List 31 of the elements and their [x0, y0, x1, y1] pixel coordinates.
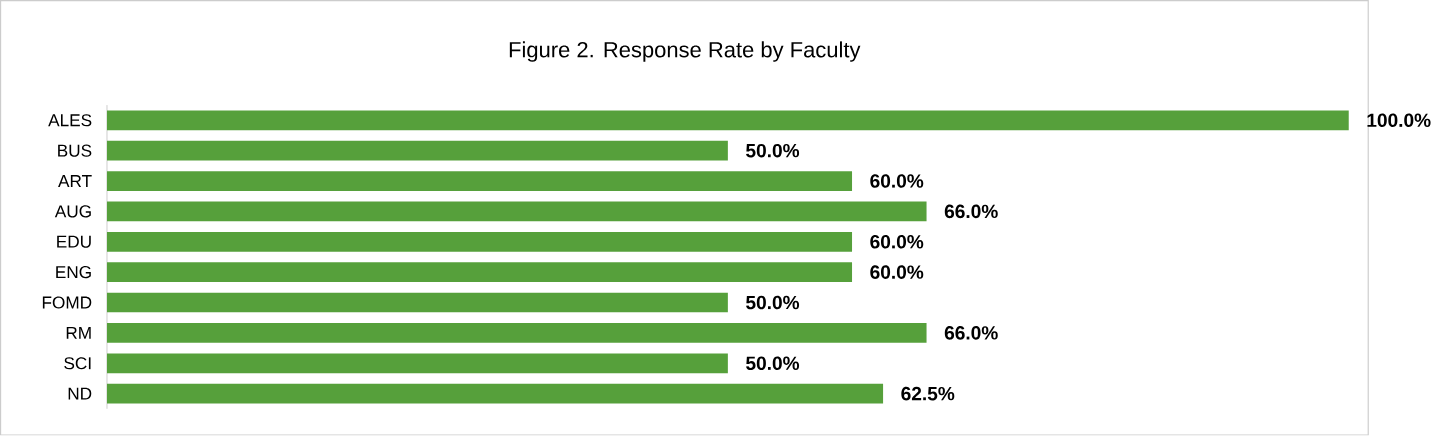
data-label: 66.0% — [944, 326, 998, 340]
bar — [106, 171, 853, 192]
bar — [106, 110, 1349, 131]
y-tick-label: RM — [66, 327, 91, 340]
bar — [106, 140, 728, 161]
data-label: 62.5% — [901, 387, 955, 401]
data-label: 50.0% — [746, 295, 800, 310]
data-label: 50.0% — [746, 144, 800, 158]
y-tick-label: ENG — [56, 266, 91, 279]
data-label: 60.0% — [870, 174, 924, 188]
bar — [106, 262, 853, 283]
y-tick-label: ALES — [48, 114, 92, 127]
y-tick-label: EDU — [57, 235, 91, 248]
bar — [106, 383, 884, 404]
y-tick-label: ART — [58, 175, 92, 188]
y-tick-label: ND — [68, 387, 92, 400]
data-label: 66.0% — [944, 204, 998, 219]
y-tick-label: AUG — [54, 205, 91, 218]
data-label: 50.0% — [746, 356, 800, 371]
bar — [106, 323, 927, 343]
data-label: 60.0% — [870, 235, 924, 249]
data-label: 60.0% — [870, 265, 924, 280]
chart-title: Figure 2. Response Rate by Faculty — [509, 41, 861, 63]
bar — [106, 353, 728, 374]
bar — [106, 232, 853, 252]
data-label: 100.0% — [1367, 113, 1431, 128]
y-tick-label: SCI — [64, 357, 91, 370]
y-tick-label: FOMD — [42, 296, 92, 309]
bar — [106, 201, 927, 222]
bar — [106, 292, 728, 313]
y-tick-label: BUS — [58, 144, 92, 157]
